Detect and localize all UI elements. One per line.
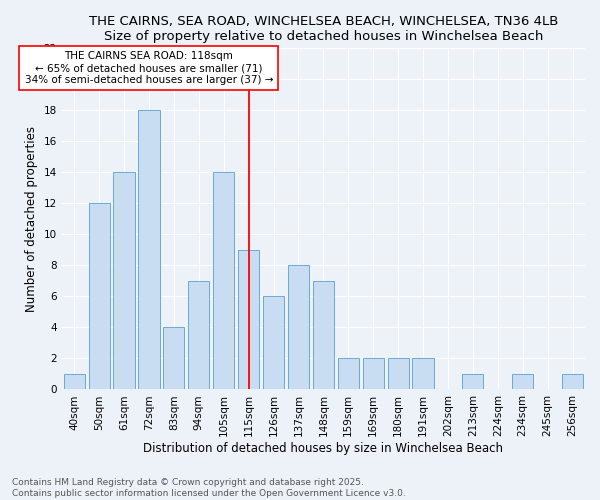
Bar: [288, 266, 309, 390]
Y-axis label: Number of detached properties: Number of detached properties: [25, 126, 38, 312]
Bar: [562, 374, 583, 390]
Bar: [64, 374, 85, 390]
Bar: [188, 281, 209, 390]
Bar: [512, 374, 533, 390]
Bar: [362, 358, 384, 390]
Bar: [338, 358, 359, 390]
Text: Contains HM Land Registry data © Crown copyright and database right 2025.
Contai: Contains HM Land Registry data © Crown c…: [12, 478, 406, 498]
Bar: [238, 250, 259, 390]
Bar: [139, 110, 160, 390]
X-axis label: Distribution of detached houses by size in Winchelsea Beach: Distribution of detached houses by size …: [143, 442, 503, 455]
Bar: [263, 296, 284, 390]
Bar: [462, 374, 484, 390]
Bar: [113, 172, 134, 390]
Bar: [388, 358, 409, 390]
Bar: [313, 281, 334, 390]
Text: THE CAIRNS SEA ROAD: 118sqm
← 65% of detached houses are smaller (71)
34% of sem: THE CAIRNS SEA ROAD: 118sqm ← 65% of det…: [25, 52, 273, 84]
Bar: [163, 328, 184, 390]
Bar: [213, 172, 234, 390]
Bar: [412, 358, 434, 390]
Bar: [89, 204, 110, 390]
Title: THE CAIRNS, SEA ROAD, WINCHELSEA BEACH, WINCHELSEA, TN36 4LB
Size of property re: THE CAIRNS, SEA ROAD, WINCHELSEA BEACH, …: [89, 15, 558, 43]
